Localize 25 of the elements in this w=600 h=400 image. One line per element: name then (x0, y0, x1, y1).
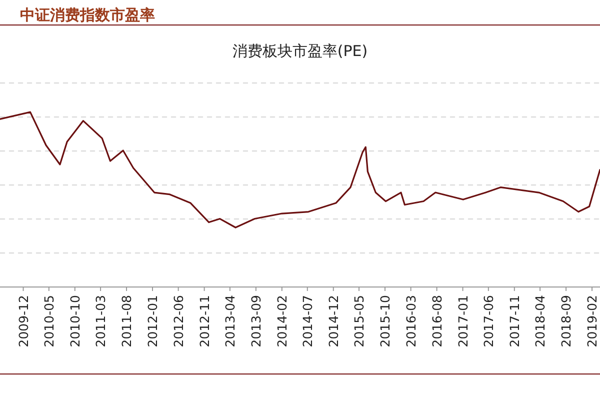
x-tick-label: 2012-11 (196, 295, 212, 348)
x-tick-label: 2012-01 (145, 295, 160, 348)
x-tick-label: 2012-06 (170, 294, 186, 348)
x-tick-label: 2019-02 (584, 295, 600, 348)
x-tick-label: 2015-10 (378, 294, 392, 348)
x-tick-label: 2015-05 (352, 295, 367, 348)
x-tick-label: 2014-12 (326, 295, 341, 348)
x-tick-label: 2016-08 (429, 294, 444, 348)
x-tick-label: 2011-03 (93, 295, 108, 348)
x-tick-label: 2010-05 (41, 295, 56, 348)
chart-subtitle: 消费板块市盈率(PE) (232, 42, 368, 60)
x-tick-label: 2013-04 (222, 294, 238, 348)
x-tick-label: 2017-06 (480, 294, 496, 348)
x-tick-label: 2017-11 (506, 295, 522, 348)
x-tick-label: 2018-04 (532, 294, 548, 348)
chart-title: 中证消费指数市盈率 (20, 6, 155, 24)
x-tick-label: 2016-03 (403, 295, 418, 348)
x-tick-label: 2013-09 (248, 294, 264, 348)
x-tick-label: 2018-09 (558, 294, 574, 348)
x-tick-label: 2011-08 (119, 294, 134, 348)
x-tick-label: 2014-02 (274, 295, 290, 348)
x-tick-label: 2010-10 (67, 294, 82, 348)
x-tick-label: 2017-01 (455, 295, 470, 348)
x-tick-label: 2009-12 (16, 295, 31, 348)
x-tick-label: 2014-07 (300, 295, 315, 348)
